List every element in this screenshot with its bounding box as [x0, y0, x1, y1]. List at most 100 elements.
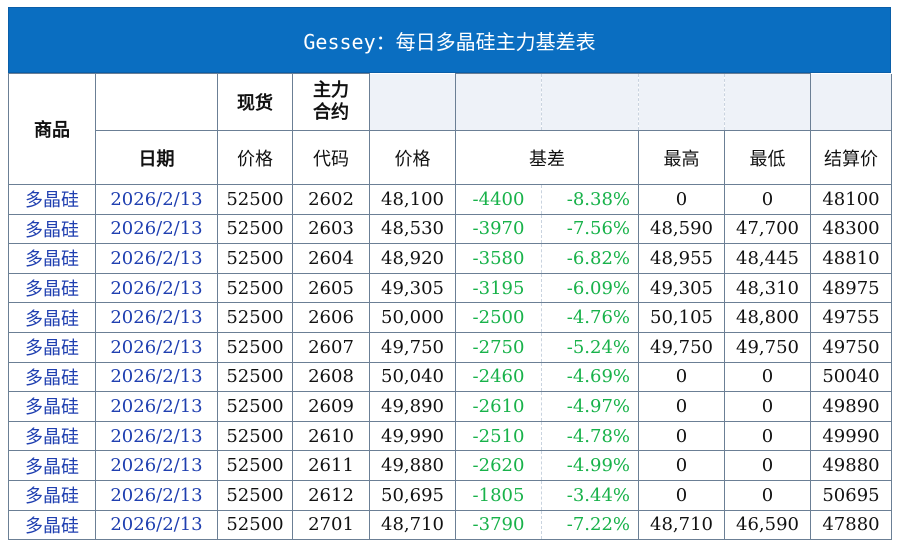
cell-date: 2026/2/13 — [95, 243, 218, 274]
cell-settle: 48300 — [810, 213, 892, 245]
cell-settle: 49750 — [810, 331, 892, 363]
cell-contract-price: 49,990 — [369, 420, 456, 452]
table-row: 多晶硅 2026/2/13 52500 2603 48,530 -3970 -7.56% 48… — [8, 213, 892, 245]
cell-spot-price: 52500 — [217, 331, 293, 363]
cell-low: 0 — [724, 184, 811, 215]
cell-basis: -1805 — [455, 479, 542, 511]
cell-contract-code: 2606 — [292, 302, 370, 333]
cell-date: 2026/2/13 — [95, 391, 218, 422]
header-blank — [810, 73, 892, 131]
header-spot-price: 价格 — [217, 130, 293, 185]
cell-settle: 49880 — [810, 450, 892, 481]
cell-high: 48,710 — [638, 509, 725, 541]
basis-table-container: Gessey：每日多晶硅主力基差表 商品 现货 主力 合约 日期 价格 — [8, 7, 892, 541]
cell-basis: -4400 — [455, 184, 542, 215]
header-date: 日期 — [95, 130, 218, 185]
cell-product: 多晶硅 — [8, 479, 96, 511]
cell-low: 0 — [724, 479, 811, 511]
cell-low: 47,700 — [724, 213, 811, 245]
header-blank — [455, 73, 542, 131]
cell-high: 0 — [638, 361, 725, 393]
cell-basis: -2500 — [455, 302, 542, 333]
cell-date: 2026/2/13 — [95, 331, 218, 363]
cell-settle: 50040 — [810, 361, 892, 393]
cell-product: 多晶硅 — [8, 213, 96, 245]
cell-basis-pct: -4.99% — [541, 450, 639, 481]
cell-low: 0 — [724, 420, 811, 452]
cell-basis: -2610 — [455, 391, 542, 422]
cell-basis-pct: -6.09% — [541, 272, 639, 304]
cell-basis: -2510 — [455, 420, 542, 452]
cell-low: 48,800 — [724, 302, 811, 333]
cell-contract-code: 2608 — [292, 361, 370, 393]
cell-contract-code: 2612 — [292, 479, 370, 511]
cell-high: 48,955 — [638, 243, 725, 274]
cell-basis-pct: -8.38% — [541, 184, 639, 215]
table-row: 多晶硅 2026/2/13 52500 2611 49,880 -2620 -4.99% 0 0… — [8, 450, 892, 481]
table-title: Gessey：每日多晶硅主力基差表 — [8, 7, 891, 73]
cell-basis-pct: -7.56% — [541, 213, 639, 245]
cell-basis-pct: -6.82% — [541, 243, 639, 274]
cell-spot-price: 52500 — [217, 420, 293, 452]
table-row: 多晶硅 2026/2/13 52500 2604 48,920 -3580 -6.82% 48… — [8, 243, 892, 274]
cell-low: 0 — [724, 450, 811, 481]
table-row: 多晶硅 2026/2/13 52500 2608 50,040 -2460 -4.69% 0 0… — [8, 361, 892, 393]
header-basis: 基差 — [455, 130, 639, 185]
cell-contract-price: 49,750 — [369, 331, 456, 363]
header-blank — [369, 73, 456, 131]
cell-product: 多晶硅 — [8, 420, 96, 452]
cell-settle: 48810 — [810, 243, 892, 274]
cell-low: 46,590 — [724, 509, 811, 541]
header-contract-price: 价格 — [369, 130, 456, 185]
cell-date: 2026/2/13 — [95, 450, 218, 481]
cell-basis-pct: -3.44% — [541, 479, 639, 511]
cell-spot-price: 52500 — [217, 272, 293, 304]
cell-contract-price: 49,880 — [369, 450, 456, 481]
cell-product: 多晶硅 — [8, 243, 96, 274]
cell-contract-price: 49,305 — [369, 272, 456, 304]
cell-contract-price: 50,695 — [369, 479, 456, 511]
header-settle: 结算价 — [810, 130, 892, 185]
cell-low: 49,750 — [724, 331, 811, 363]
cell-high: 0 — [638, 184, 725, 215]
cell-settle: 48975 — [810, 272, 892, 304]
header-blank — [724, 73, 811, 131]
cell-basis-pct: -7.22% — [541, 509, 639, 541]
cell-basis: -3790 — [455, 509, 542, 541]
cell-high: 49,305 — [638, 272, 725, 304]
cell-contract-price: 49,890 — [369, 391, 456, 422]
cell-basis-pct: -5.24% — [541, 331, 639, 363]
cell-basis: -2460 — [455, 361, 542, 393]
cell-product: 多晶硅 — [8, 450, 96, 481]
cell-contract-code: 2607 — [292, 331, 370, 363]
table-row: 多晶硅 2026/2/13 52500 2612 50,695 -1805 -3.44% 0 0… — [8, 479, 892, 511]
cell-date: 2026/2/13 — [95, 420, 218, 452]
cell-contract-price: 48,100 — [369, 184, 456, 215]
header-high: 最高 — [638, 130, 725, 185]
cell-low: 0 — [724, 391, 811, 422]
cell-low: 48,310 — [724, 272, 811, 304]
cell-basis: -3580 — [455, 243, 542, 274]
cell-contract-code: 2610 — [292, 420, 370, 452]
header-spot: 现货 — [217, 73, 293, 131]
cell-spot-price: 52500 — [217, 450, 293, 481]
cell-contract-price: 48,710 — [369, 509, 456, 541]
cell-date: 2026/2/13 — [95, 361, 218, 393]
table-row: 多晶硅 2026/2/13 52500 2606 50,000 -2500 -4.76% 50… — [8, 302, 892, 333]
cell-product: 多晶硅 — [8, 272, 96, 304]
cell-date: 2026/2/13 — [95, 479, 218, 511]
table-row: 多晶硅 2026/2/13 52500 2605 49,305 -3195 -6.09% 49… — [8, 272, 892, 304]
header-code: 代码 — [292, 130, 370, 185]
cell-basis-pct: -4.78% — [541, 420, 639, 452]
header-low: 最低 — [724, 130, 811, 185]
cell-date: 2026/2/13 — [95, 509, 218, 541]
header-main-contract: 主力 合约 — [292, 73, 370, 131]
cell-high: 0 — [638, 391, 725, 422]
cell-contract-code: 2602 — [292, 184, 370, 215]
cell-basis: -3970 — [455, 213, 542, 245]
cell-product: 多晶硅 — [8, 331, 96, 363]
cell-spot-price: 52500 — [217, 509, 293, 541]
cell-date: 2026/2/13 — [95, 272, 218, 304]
table-row: 多晶硅 2026/2/13 52500 2609 49,890 -2610 -4.97% 0 0… — [8, 391, 892, 422]
cell-date: 2026/2/13 — [95, 302, 218, 333]
